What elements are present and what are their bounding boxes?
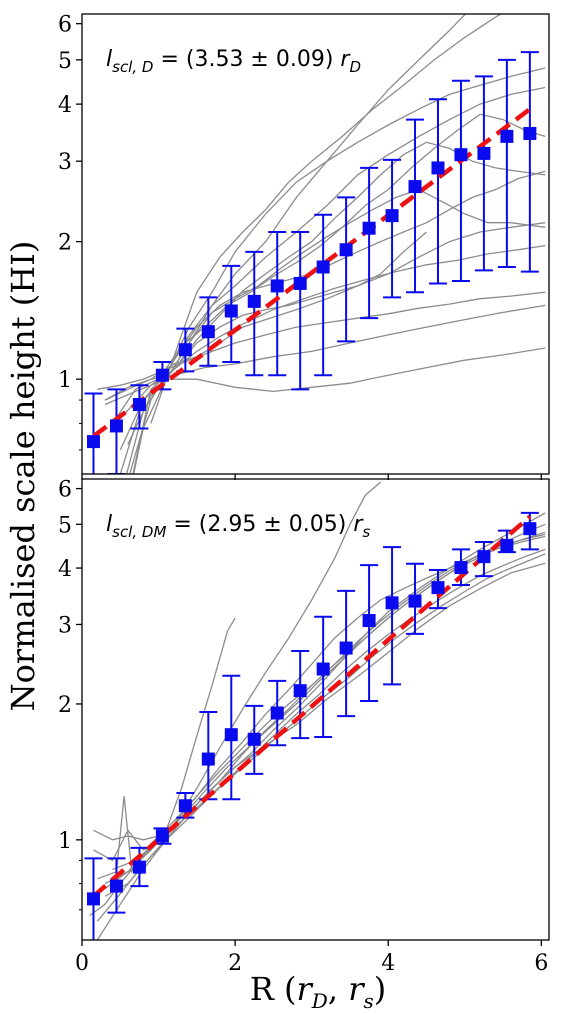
data-point — [454, 561, 468, 575]
galaxy-curve — [119, 244, 546, 419]
data-point — [362, 614, 376, 628]
data-point — [86, 435, 100, 449]
y-tick-label: 1 — [58, 368, 72, 393]
panel-top: 1 2 3 4 5 6 lscl, D = (3.53 ± 0.09) rD — [58, 13, 550, 480]
data-point — [316, 260, 330, 274]
data-point — [132, 398, 146, 412]
x-axis-label: R (rD, rs) — [250, 970, 386, 1013]
data-point — [385, 596, 399, 610]
data-point — [385, 209, 399, 223]
x-tick-label: 0 — [75, 951, 89, 976]
data-point — [86, 892, 100, 906]
galaxy-curve — [93, 523, 546, 862]
data-point — [224, 304, 238, 318]
data-point — [224, 728, 238, 742]
data-point — [155, 829, 169, 843]
data-point — [408, 594, 422, 608]
data-point — [109, 879, 123, 893]
galaxy-curve — [132, 141, 546, 474]
plot-area — [84, 481, 546, 940]
y-tick-label: 3 — [58, 150, 72, 175]
data-point — [523, 522, 537, 536]
fit-line — [92, 107, 532, 439]
data-point — [247, 294, 261, 308]
data-point — [339, 243, 353, 257]
plot-area — [84, 14, 546, 474]
data-point — [201, 752, 215, 766]
y-tick-label: 5 — [58, 49, 72, 74]
data-point — [132, 860, 146, 874]
data-point — [339, 641, 353, 655]
data-point — [178, 343, 192, 357]
data-point — [316, 662, 330, 676]
data-point — [500, 538, 514, 552]
galaxy-curve — [150, 14, 502, 424]
data-point — [523, 126, 537, 140]
y-tick-label: 3 — [58, 613, 72, 638]
data-point — [477, 146, 491, 160]
galaxy-curve — [132, 14, 467, 474]
x-tick-label: 4 — [381, 951, 395, 976]
data-point — [178, 799, 192, 813]
data-point — [500, 129, 514, 143]
axes-frame — [81, 478, 550, 941]
data-point — [270, 706, 284, 720]
data-point — [454, 148, 468, 162]
galaxy-curve — [119, 188, 546, 451]
fit-annotation: lscl, DM = (2.95 ± 0.05) rs — [106, 512, 370, 541]
data-point — [270, 279, 284, 293]
data-point — [247, 732, 261, 746]
galaxy-curve — [93, 512, 546, 841]
y-tick-label: 4 — [58, 93, 72, 118]
panel-bottom: 1 2 3 4 5 6 0 2 4 6 lscl, DM = (2.95 ± 0.05) rs — [58, 478, 550, 976]
axes-frame — [81, 13, 550, 475]
y-tick-label: 1 — [58, 829, 72, 854]
y-axis-label: Normalised scale height (HI) — [4, 241, 42, 712]
data-point — [431, 581, 445, 595]
y-tick-label: 6 — [58, 13, 72, 38]
galaxy-curve — [125, 67, 546, 474]
data-point — [362, 221, 376, 235]
data-point — [155, 368, 169, 382]
y-tick-label: 6 — [58, 478, 72, 503]
data-point — [201, 325, 215, 339]
y-tick-label: 2 — [58, 693, 72, 718]
fit-annotation: lscl, D = (3.53 ± 0.09) rD — [106, 47, 361, 76]
y-tick-label: 4 — [58, 557, 72, 582]
data-point — [109, 419, 123, 433]
galaxy-curve — [96, 562, 546, 940]
data-point — [477, 550, 491, 564]
data-point — [293, 276, 307, 290]
y-tick-label: 2 — [58, 231, 72, 256]
data-point — [293, 684, 307, 698]
data-point — [408, 180, 422, 194]
galaxy-curve — [89, 617, 236, 917]
galaxy-curve — [129, 170, 546, 474]
x-tick-label: 2 — [228, 951, 242, 976]
y-tick-label: 5 — [58, 513, 72, 538]
x-tick-label: 6 — [534, 951, 548, 976]
galaxy-curve — [104, 304, 546, 401]
data-point — [431, 161, 445, 175]
